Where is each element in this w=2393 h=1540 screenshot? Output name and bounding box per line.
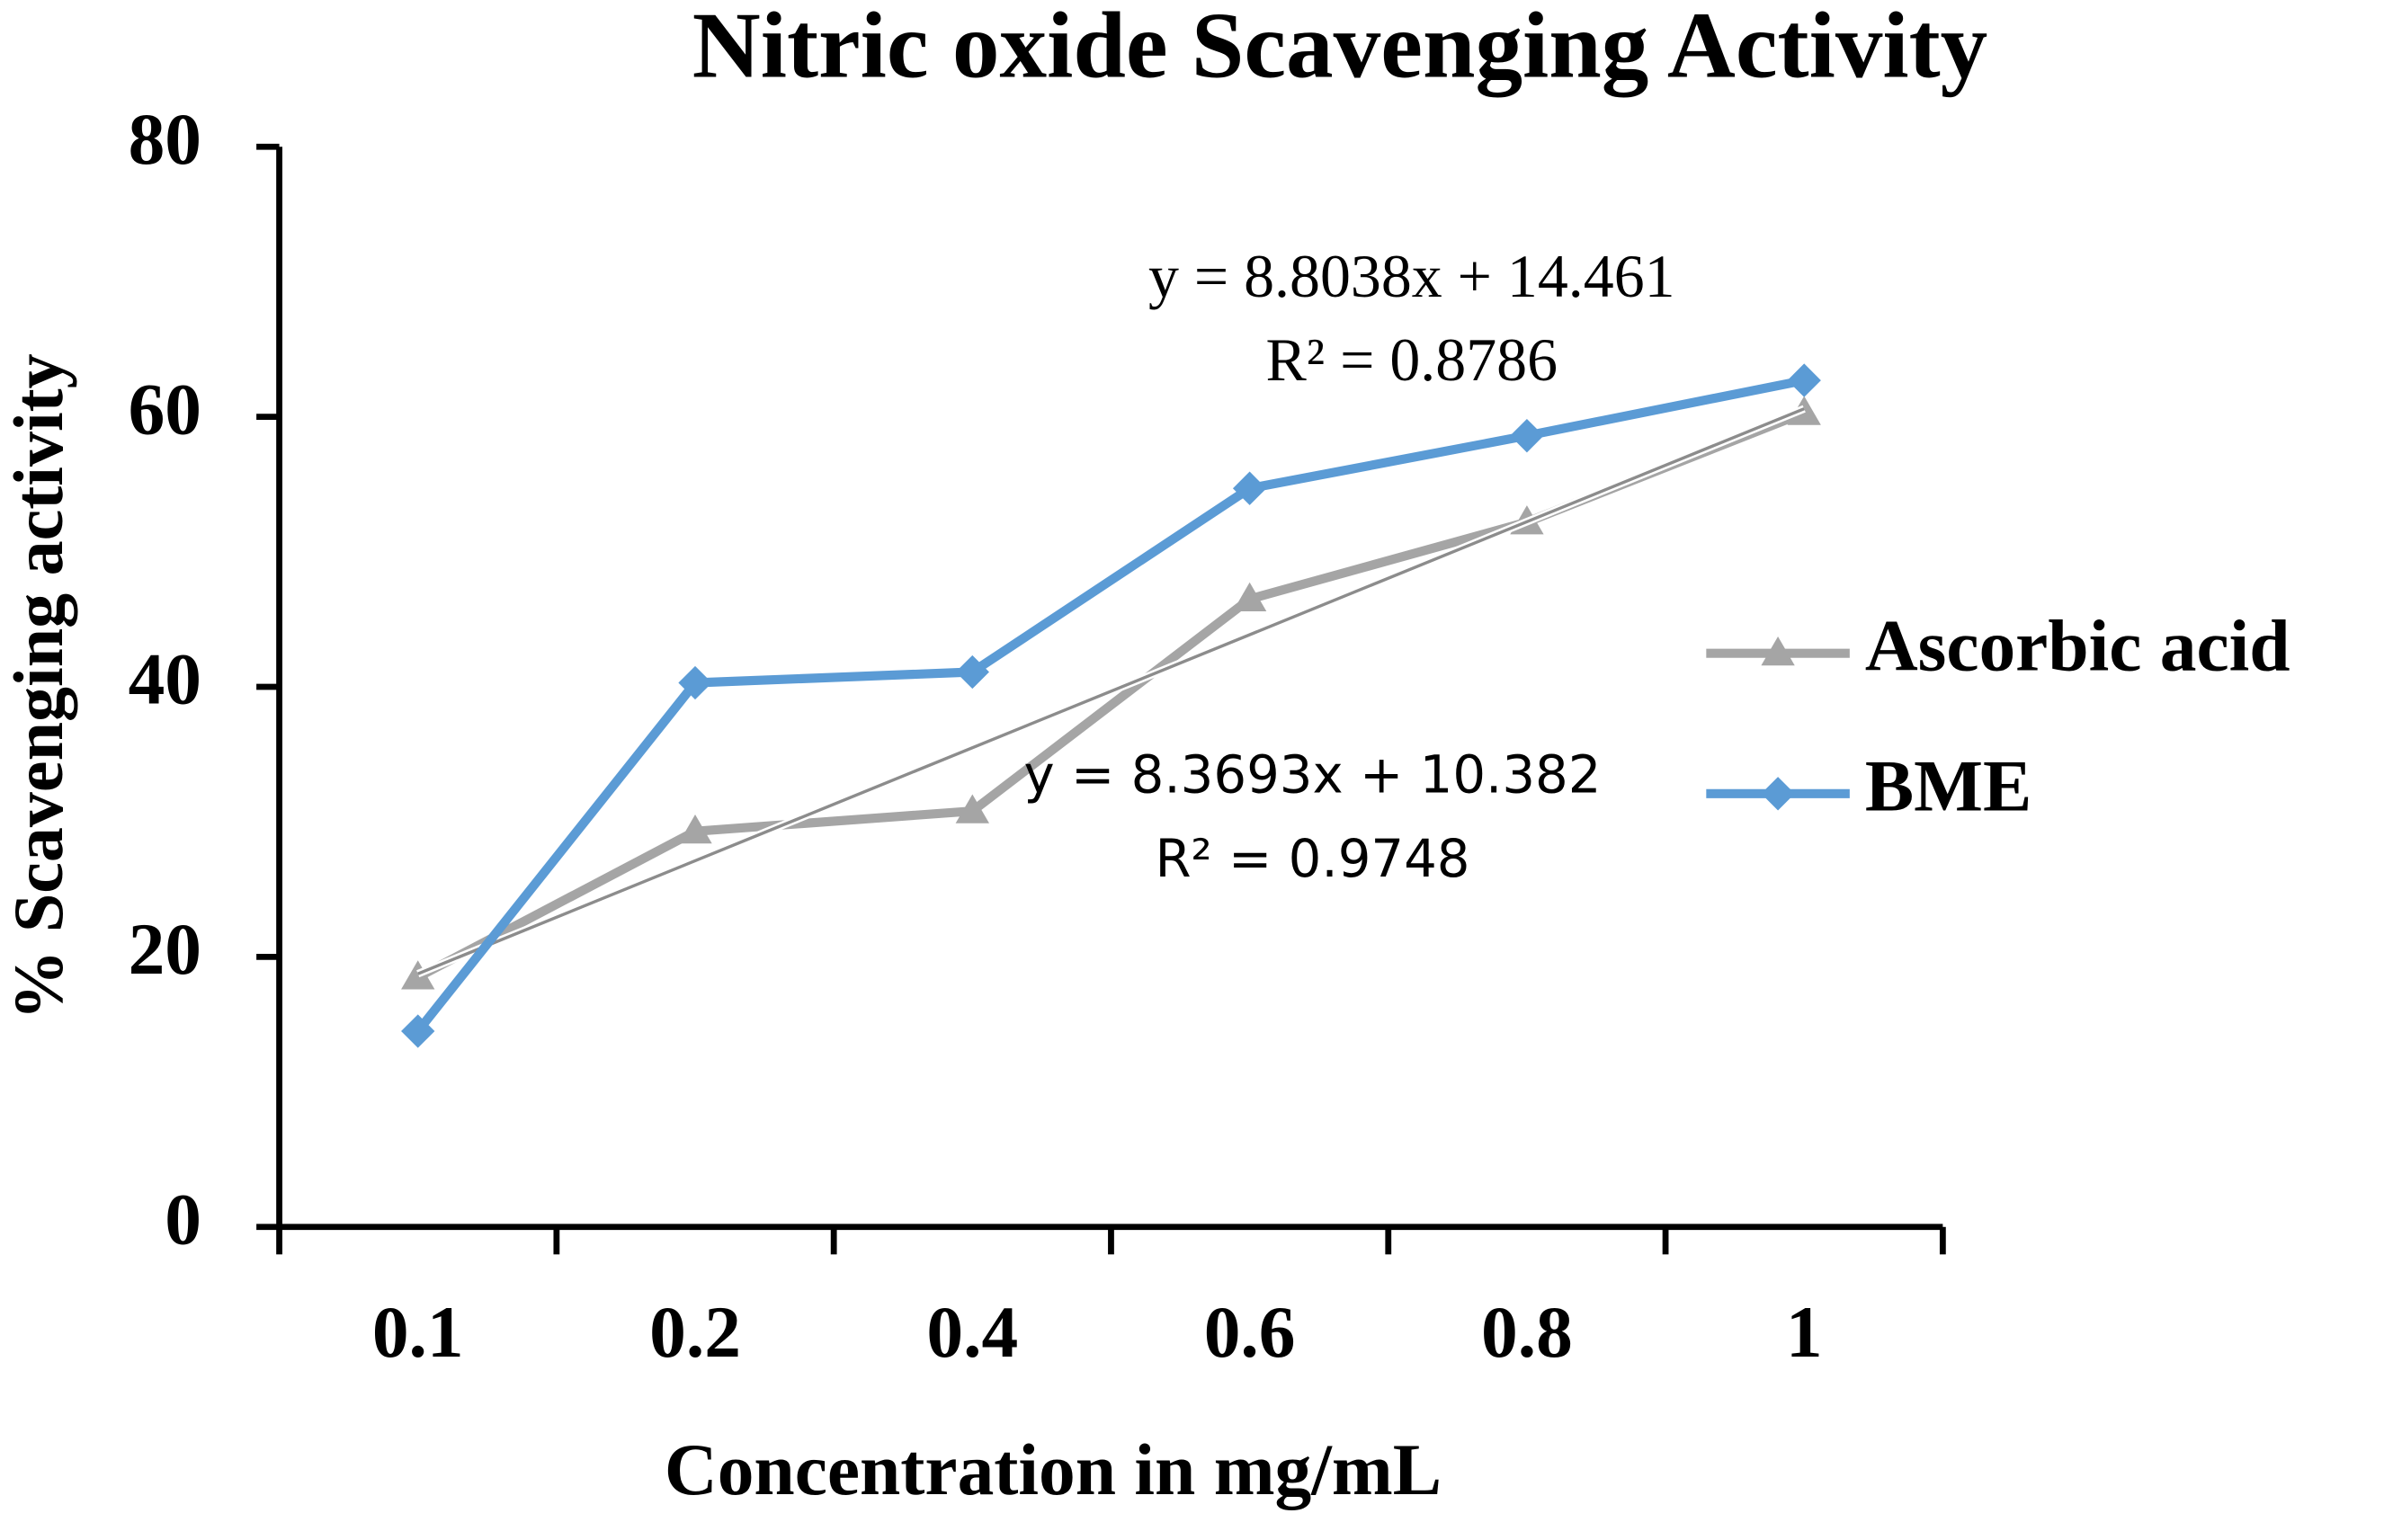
x-tick-label: 0.1 xyxy=(372,1291,464,1373)
y-tick-label: 40 xyxy=(129,638,201,720)
chart-title: Nitric oxide Scavenging Activity xyxy=(692,0,1988,98)
marker xyxy=(1232,582,1267,611)
trendline-r2: R² = 0.8786 xyxy=(1266,326,1558,394)
y-tick-label: 60 xyxy=(129,368,201,450)
marker xyxy=(1761,636,1795,666)
marker xyxy=(1787,363,1821,397)
legend-label: Ascorbic acid xyxy=(1865,604,2290,686)
marker xyxy=(678,815,712,844)
x-axis-title: Concentration in mg/mL xyxy=(665,1429,1442,1510)
legend-label: BME xyxy=(1865,744,2032,826)
x-tick-label: 1 xyxy=(1786,1291,1823,1373)
trendline-equation: y = 8.3693x + 10.382 xyxy=(1023,743,1601,805)
x-tick-label: 0.2 xyxy=(649,1291,741,1373)
trendline xyxy=(417,407,1805,975)
trendline-r2: R² = 0.9748 xyxy=(1155,828,1469,889)
marker xyxy=(955,794,989,823)
y-tick-label: 80 xyxy=(129,98,201,180)
y-tick-label: 20 xyxy=(129,908,201,990)
marker xyxy=(401,1014,435,1048)
marker xyxy=(1510,418,1544,453)
marker xyxy=(1761,777,1795,811)
series-line xyxy=(414,376,1806,1035)
marker xyxy=(955,654,989,690)
x-tick-label: 0.4 xyxy=(926,1291,1018,1373)
y-tick-label: 0 xyxy=(165,1178,201,1260)
x-tick-label: 0.8 xyxy=(1481,1291,1573,1373)
marker xyxy=(401,960,435,990)
y-axis-title: % Scavenging activity xyxy=(0,353,77,1019)
trendline-equation: y = 8.8038x + 14.461 xyxy=(1148,243,1675,310)
x-tick-label: 0.6 xyxy=(1204,1291,1296,1373)
